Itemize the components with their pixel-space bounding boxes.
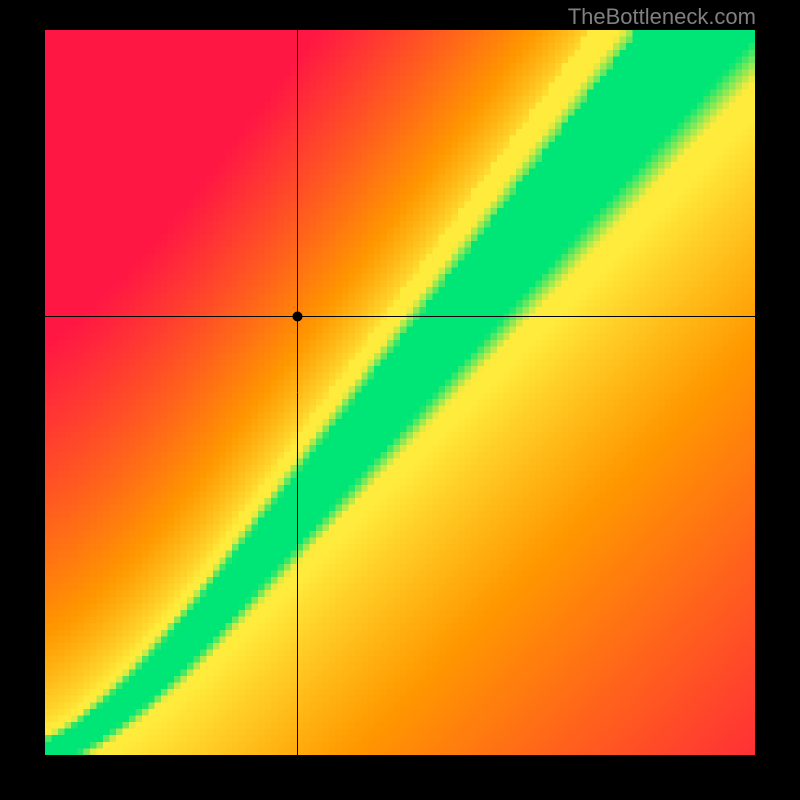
chart-container: TheBottleneck.com bbox=[0, 0, 800, 800]
crosshair-overlay bbox=[45, 30, 755, 755]
watermark-text: TheBottleneck.com bbox=[568, 4, 756, 30]
